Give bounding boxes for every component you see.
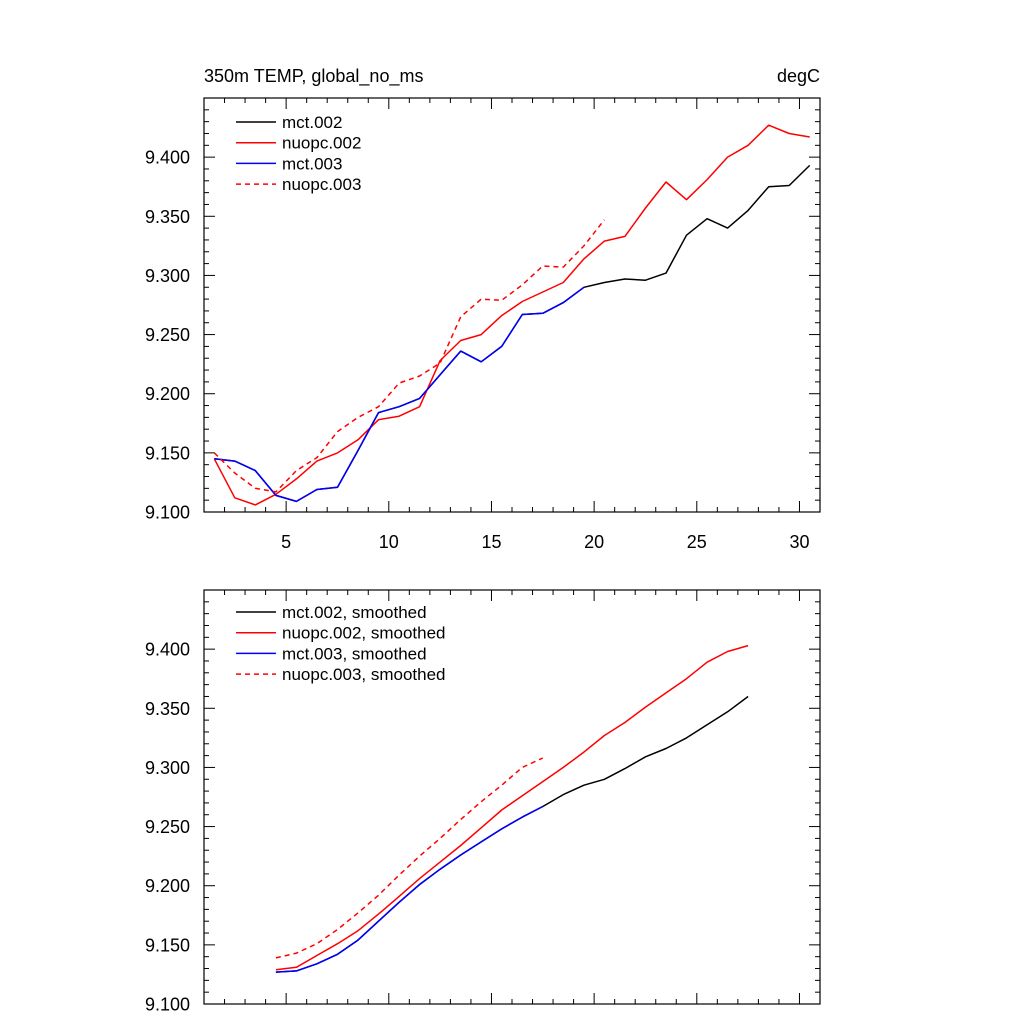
- chart-title: 350m TEMP, global_no_ms: [204, 66, 423, 87]
- series-line-nuopc-002: [213, 124, 810, 506]
- series-line-mct-003: [214, 286, 585, 503]
- y-tick-label: 9.350: [145, 207, 190, 227]
- y-tick-label: 9.300: [145, 758, 190, 778]
- chart-panel-1: 5 10 15 20 25 30 9.100 9.150 9.200 9.250 9.300 9.35…: [145, 66, 821, 552]
- y-tick-label: 9.250: [145, 325, 190, 345]
- y-tick-label: 9.150: [145, 935, 190, 955]
- x-tick-label: 25: [687, 532, 707, 552]
- y-tick-label: 9.300: [145, 266, 190, 286]
- series-line-nuopc-003: [213, 219, 605, 493]
- y-tick-label: 9.200: [145, 384, 190, 404]
- series-line-mct-003-smoothed: [275, 805, 544, 973]
- legend-label: nuopc.002: [282, 134, 361, 153]
- y-tick-label: 9.100: [145, 503, 190, 523]
- chart-panel-2: 9.100 9.150 9.200 9.250 9.300 9.350 9.400 mct.0…: [145, 589, 821, 1015]
- y-tick-label: 9.400: [145, 640, 190, 660]
- legend-label: mct.002: [282, 113, 342, 132]
- y-tick-label: 9.350: [145, 699, 190, 719]
- series-line-nuopc-002-smoothed: [275, 644, 749, 971]
- series-line-mct-002-smoothed: [275, 695, 749, 973]
- legend-label: mct.003: [282, 154, 342, 173]
- x-tick-label: 30: [789, 532, 809, 552]
- x-tick-label: 5: [281, 532, 291, 552]
- legend-label: nuopc.003, smoothed: [282, 665, 446, 684]
- y-tick-label: 9.100: [145, 995, 190, 1015]
- x-tick-label: 20: [584, 532, 604, 552]
- legend-label: mct.003, smoothed: [282, 644, 427, 663]
- x-tick-label: 10: [379, 532, 399, 552]
- series-line-nuopc-003-smoothed: [275, 757, 544, 959]
- legend-label: nuopc.003: [282, 175, 361, 194]
- units-label: degC: [777, 66, 820, 86]
- y-tick-label: 9.400: [145, 148, 190, 168]
- series-line-mct-002: [214, 164, 811, 503]
- y-tick-label: 9.200: [145, 876, 190, 896]
- y-tick-label: 9.250: [145, 817, 190, 837]
- legend-label: mct.002, smoothed: [282, 603, 427, 622]
- legend-label: nuopc.002, smoothed: [282, 624, 446, 643]
- y-tick-label: 9.150: [145, 443, 190, 463]
- x-tick-label: 15: [481, 532, 501, 552]
